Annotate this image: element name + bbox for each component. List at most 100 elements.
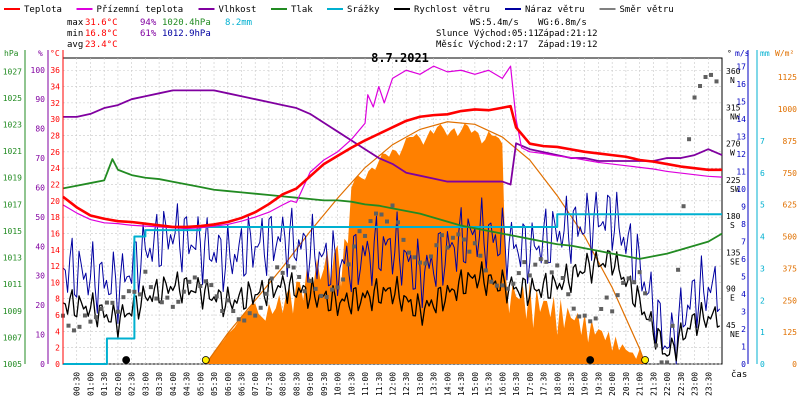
wind-direction-point <box>275 265 280 270</box>
time-tick-label: 23:30 <box>704 372 713 396</box>
wind-direction-point <box>242 318 247 323</box>
time-tick-label: 10:00 <box>334 372 343 396</box>
celsius-tick-label: 28 <box>50 132 60 141</box>
solar-tick-label: 1000 <box>778 105 797 114</box>
wind-direction-point <box>231 309 236 314</box>
wind-tick-label: 14 <box>736 115 746 124</box>
wind-direction-point <box>253 313 258 318</box>
hpa-tick-label: 1025 <box>3 94 22 103</box>
wind-tick-label: 11 <box>736 168 746 177</box>
wind-direction-point <box>368 219 373 224</box>
wind-tick-label: 2 <box>741 325 746 334</box>
rain-tick-label: 7 <box>760 137 765 146</box>
direction-tick-name: E <box>730 294 735 303</box>
astro-moon-rise: Měsíc Východ:2:17 <box>436 40 528 50</box>
time-tick-label: 12:00 <box>389 372 398 396</box>
wind-tick-label: 6 <box>741 255 746 264</box>
stats-max-rain: 8.2mm <box>225 18 252 28</box>
wind-direction-point <box>330 287 335 292</box>
pressure-line <box>62 158 723 260</box>
wind-tick-label: 10 <box>736 185 746 194</box>
celsius-tick-label: 34 <box>50 83 60 92</box>
wind-direction-point <box>379 212 384 217</box>
wind-direction-point <box>203 279 208 284</box>
time-tick-label: 19:00 <box>581 372 590 396</box>
time-tick-label: 08:30 <box>292 372 301 396</box>
hpa-tick-label: 1015 <box>3 227 22 236</box>
time-tick-label: 05:00 <box>196 372 205 396</box>
percent-tick-label: 90 <box>35 95 45 104</box>
percent-axis-label: % <box>38 49 43 58</box>
wind-tick-label: 8 <box>741 220 746 229</box>
time-tick-label: 05:30 <box>210 372 219 396</box>
wind-direction-point <box>154 296 159 301</box>
percent-tick-label: 0 <box>40 360 45 369</box>
rain-tick-label: 4 <box>760 233 765 242</box>
wind-direction-point <box>88 319 93 324</box>
wind-direction-point <box>637 270 642 275</box>
wind-direction-point <box>500 283 505 288</box>
wind-tick-label: 7 <box>741 238 746 247</box>
time-tick-label: 06:00 <box>224 372 233 396</box>
wind-direction-point <box>170 304 175 309</box>
celsius-tick-label: 24 <box>50 164 60 173</box>
solar-axis-label: W/m² <box>775 49 794 58</box>
wind-direction-point <box>357 229 362 234</box>
solar-tick-label: 625 <box>783 201 798 210</box>
celsius-tick-label: 4 <box>55 327 60 336</box>
wind-direction-point <box>434 243 439 248</box>
wind-direction-point <box>66 323 71 328</box>
wind-direction-point <box>604 295 609 300</box>
wind-direction-point <box>478 253 483 258</box>
time-tick-label: 14:00 <box>443 372 452 396</box>
celsius-tick-label: 20 <box>50 197 60 206</box>
time-tick-label: 20:30 <box>622 372 631 396</box>
legend-label-tlak: Tlak <box>291 5 313 15</box>
wind-direction-point <box>110 300 115 305</box>
direction-tick-name: S <box>730 221 735 230</box>
celsius-tick-label: 32 <box>50 99 60 108</box>
hpa-tick-label: 1023 <box>3 121 22 130</box>
celsius-tick-label: 36 <box>50 66 60 75</box>
direction-tick-name: SE <box>730 257 740 266</box>
hpa-tick-label: 1009 <box>3 307 22 316</box>
stats-max-hum: 94% <box>140 18 157 28</box>
solar-tick-label: 500 <box>783 233 798 242</box>
time-axis-label: čas <box>731 369 747 380</box>
rain-tick-label: 0 <box>760 360 765 369</box>
rain-axis-label: mm <box>760 49 770 58</box>
celsius-tick-label: 22 <box>50 180 60 189</box>
wind-direction-point <box>450 235 455 240</box>
legend-label-rychlost: Rychlost větru <box>414 5 490 15</box>
wind-direction-point <box>187 279 192 284</box>
wind-tick-label: 13 <box>736 133 746 142</box>
wind-direction-point <box>483 268 488 273</box>
time-tick-label: 21:30 <box>649 372 658 396</box>
direction-tick-name: N <box>730 76 735 85</box>
wind-direction-point <box>308 278 313 283</box>
hpa-axis-label: hPa <box>4 49 19 58</box>
solar-tick-label: 1125 <box>778 73 797 82</box>
celsius-tick-label: 0 <box>55 360 60 369</box>
wind-tick-label: 5 <box>741 273 746 282</box>
solar-tick-label: 125 <box>783 328 798 337</box>
wind-direction-point <box>115 309 120 314</box>
chart-title: 8.7.2021 <box>371 51 429 65</box>
time-tick-label: 04:00 <box>169 372 178 396</box>
wind-direction-point <box>467 249 472 254</box>
ground-temp-line <box>62 65 723 230</box>
celsius-axis-label: °C <box>50 49 60 58</box>
wind-direction-point <box>577 314 582 319</box>
celsius-tick-label: 26 <box>50 148 60 157</box>
wind-direction-point <box>511 281 516 286</box>
wind-direction-point <box>214 294 219 299</box>
wind-direction-point <box>456 232 461 237</box>
stats-max-temp: 31.6°C <box>85 18 118 28</box>
wind-direction-point <box>302 289 307 294</box>
wind-tick-label: 9 <box>741 203 746 212</box>
wind-direction-point <box>406 250 411 255</box>
wind-direction-point <box>341 277 346 282</box>
time-tick-label: 20:00 <box>608 372 617 396</box>
time-tick-label: 06:30 <box>237 372 246 396</box>
